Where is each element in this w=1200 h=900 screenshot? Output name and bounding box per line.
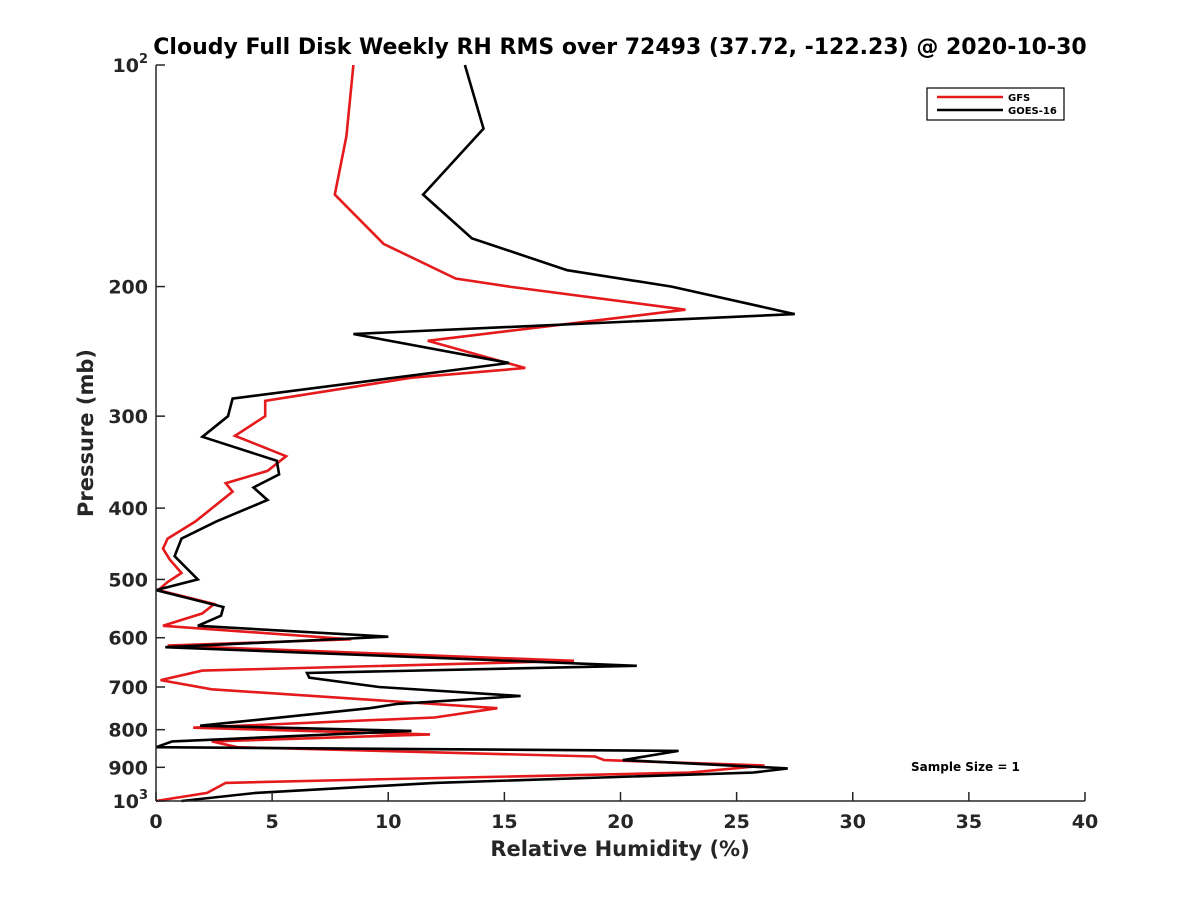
chart-title: Cloudy Full Disk Weekly RH RMS over 7249… [153, 35, 1086, 60]
x-tick-label: 0 [149, 811, 162, 833]
x-tick-label: 25 [723, 811, 749, 833]
series-line-goes16 [155, 64, 795, 803]
legend-box [926, 87, 1065, 121]
x-tick-label: 40 [1072, 811, 1098, 833]
y-tick-label: 600 [108, 628, 148, 650]
series-line-gfs [155, 64, 765, 803]
x-tick-label: 30 [840, 811, 866, 833]
legend-label-goes16: GOES-16 [1008, 106, 1057, 117]
y-tick-label: 102 [113, 52, 149, 77]
y-axis-label: Pressure (mb) [74, 349, 98, 517]
legend: GFS GOES-16 [926, 87, 1065, 121]
y-ticks: 102 200 300 400 500 600 700 800 900 103 [108, 52, 165, 813]
y-tick-label: 103 [113, 788, 149, 813]
x-tick-label: 20 [607, 811, 633, 833]
x-ticks: 0 5 10 15 20 25 30 35 40 [149, 792, 1098, 833]
y-tick-label: 500 [108, 569, 148, 591]
y-tick-label: 200 [108, 277, 148, 299]
series-layer [155, 64, 795, 803]
x-tick-label: 15 [491, 811, 517, 833]
x-axis-label: Relative Humidity (%) [490, 837, 749, 861]
sample-size-annotation: Sample Size = 1 [911, 760, 1020, 774]
x-tick-label: 5 [266, 811, 279, 833]
legend-label-gfs: GFS [1008, 93, 1030, 104]
y-tick-label: 300 [108, 406, 148, 428]
y-tick-label: 900 [108, 757, 148, 779]
x-tick-label: 10 [375, 811, 401, 833]
y-tick-label: 400 [108, 498, 148, 520]
y-tick-label: 800 [108, 720, 148, 742]
x-tick-label: 35 [956, 811, 982, 833]
y-tick-label: 700 [108, 677, 148, 699]
